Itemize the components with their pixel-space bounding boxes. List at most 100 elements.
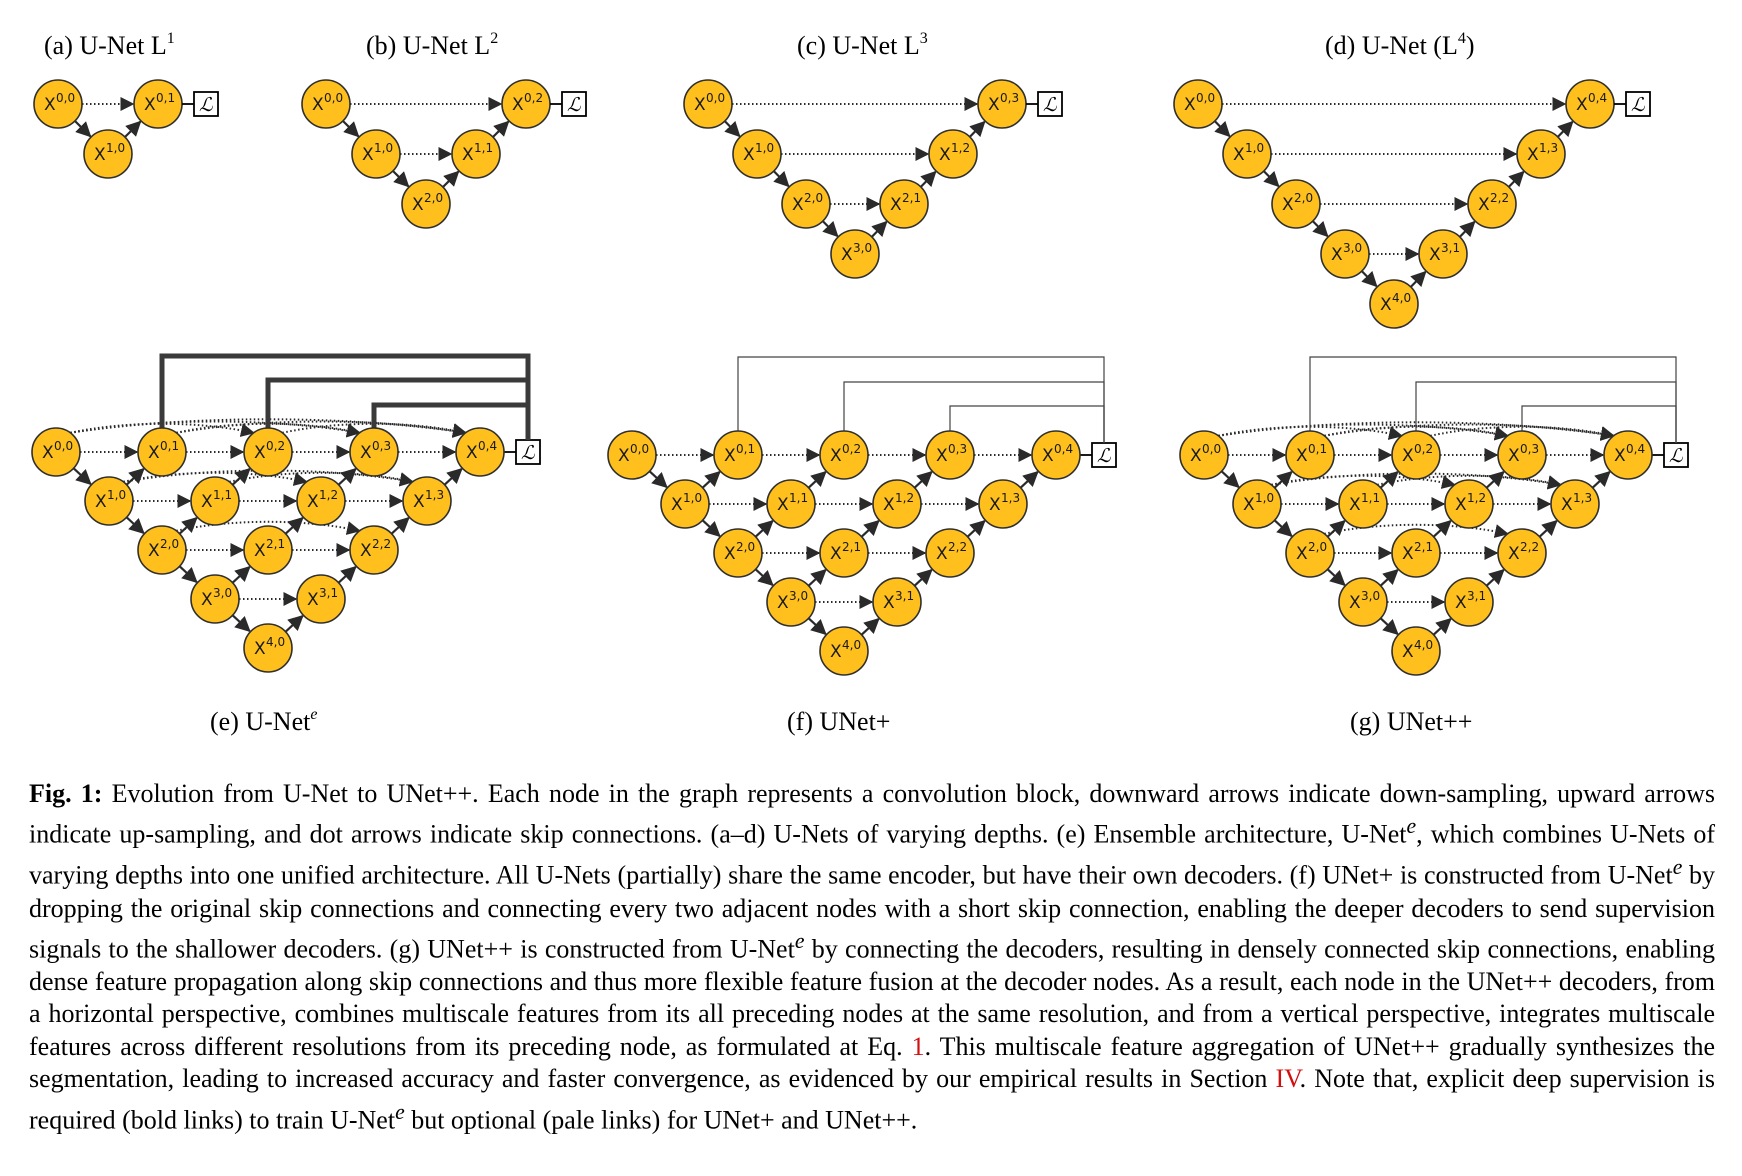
loss-box-g: ℒ bbox=[1663, 442, 1689, 468]
node-x-1-0: X 1,0 bbox=[351, 129, 401, 179]
node-circle bbox=[1285, 430, 1335, 480]
section-ref-link[interactable]: IV bbox=[1275, 1064, 1300, 1094]
node-x-1-0: X 1,0 bbox=[1232, 479, 1282, 529]
caption-text-6: . Note that, explicit deep supervision i… bbox=[29, 1064, 1715, 1135]
node-label: X bbox=[1402, 642, 1414, 662]
node-circle bbox=[879, 179, 929, 229]
long-skip-arrow bbox=[229, 471, 414, 486]
node-x-0-3: X 0,3 bbox=[925, 430, 975, 480]
node-circle bbox=[1550, 479, 1600, 529]
node-circle bbox=[1418, 229, 1468, 279]
loss-symbol: ℒ bbox=[1669, 445, 1684, 467]
loss-box-c: ℒ bbox=[1037, 91, 1063, 117]
up-sampling-arrow bbox=[807, 568, 827, 587]
node-label: X bbox=[1233, 145, 1245, 165]
node-circle bbox=[243, 427, 293, 477]
long-skip-arrow bbox=[70, 420, 361, 438]
up-sampling-arrow bbox=[966, 519, 986, 538]
equation-ref-link[interactable]: 1 bbox=[911, 1031, 925, 1061]
node-superscript: 1,1 bbox=[213, 488, 232, 502]
node-superscript: 3,1 bbox=[1441, 241, 1460, 255]
node-x-2-1: X 2,1 bbox=[1391, 528, 1441, 578]
node-x-0-0: X 0,0 bbox=[1179, 430, 1229, 480]
caption-sup-2: e bbox=[1672, 855, 1683, 880]
node-circle bbox=[819, 528, 869, 578]
node-superscript: 0,4 bbox=[1054, 442, 1073, 456]
node-label: X bbox=[412, 195, 424, 215]
node-label: X bbox=[95, 492, 107, 512]
node-superscript: 3,0 bbox=[853, 241, 872, 255]
node-circle bbox=[1338, 577, 1388, 627]
node-circle bbox=[1179, 430, 1229, 480]
node-x-2-0: X 2,0 bbox=[713, 528, 763, 578]
node-circle bbox=[451, 129, 501, 179]
node-circle bbox=[928, 129, 978, 179]
node-superscript: 0,0 bbox=[56, 91, 75, 105]
node-label: X bbox=[1455, 495, 1467, 515]
node-superscript: 3,0 bbox=[213, 586, 232, 600]
node-circle bbox=[190, 476, 240, 526]
down-sampling-arrow bbox=[1263, 170, 1280, 188]
node-x-2-2: X 2,2 bbox=[925, 528, 975, 578]
node-label: X bbox=[254, 639, 266, 659]
node-superscript: 1,3 bbox=[1573, 491, 1592, 505]
loss-symbol: ℒ bbox=[521, 442, 536, 464]
node-label: X bbox=[743, 145, 755, 165]
node-label: X bbox=[1331, 245, 1343, 265]
down-sampling-arrow bbox=[648, 470, 668, 489]
node-circle bbox=[1497, 430, 1547, 480]
up-sampling-arrow bbox=[701, 470, 721, 489]
node-label: X bbox=[671, 495, 683, 515]
node-label: X bbox=[830, 642, 842, 662]
panel-label-b: (b) U-Net L2 bbox=[366, 30, 498, 60]
node-x-1-0: X 1,0 bbox=[83, 129, 133, 179]
down-sampling-arrow bbox=[1379, 617, 1399, 636]
node-superscript: 0,0 bbox=[54, 439, 73, 453]
node-superscript: 1,0 bbox=[106, 141, 125, 155]
loss-symbol: ℒ bbox=[199, 94, 214, 116]
node-circle bbox=[766, 479, 816, 529]
node-superscript: 0,1 bbox=[156, 91, 175, 105]
node-x-0-0: X 0,0 bbox=[31, 427, 81, 477]
node-superscript: 3,0 bbox=[789, 589, 808, 603]
node-label: X bbox=[1349, 495, 1361, 515]
down-sampling-arrow bbox=[1361, 270, 1378, 288]
node-x-0-1: X 0,1 bbox=[137, 427, 187, 477]
node-label: X bbox=[1349, 593, 1361, 613]
node-circle bbox=[190, 574, 240, 624]
node-x-1-0: X 1,0 bbox=[84, 476, 134, 526]
node-x-2-0: X 2,0 bbox=[137, 525, 187, 575]
node-x-0-1: X 0,1 bbox=[1285, 430, 1335, 480]
panel-label-f: (f) UNet+ bbox=[787, 707, 890, 736]
down-sampling-arrow bbox=[1273, 519, 1293, 538]
node-circle bbox=[713, 430, 763, 480]
node-x-0-2: X 0,2 bbox=[501, 79, 551, 129]
node-superscript: 0,0 bbox=[1202, 442, 1221, 456]
node-circle bbox=[402, 476, 452, 526]
caption-sup-4: e bbox=[395, 1099, 405, 1124]
node-x-2-0: X 2,0 bbox=[781, 179, 831, 229]
node-superscript: 0,3 bbox=[1000, 91, 1019, 105]
node-label: X bbox=[144, 95, 156, 115]
node-circle bbox=[925, 528, 975, 578]
node-superscript: 4,0 bbox=[1392, 291, 1411, 305]
node-x-2-0: X 2,0 bbox=[1285, 528, 1335, 578]
loss-symbol: ℒ bbox=[1043, 94, 1058, 116]
node-superscript: 2,1 bbox=[842, 540, 861, 554]
node-x-1-0: X 1,0 bbox=[1222, 129, 1272, 179]
up-sampling-arrow bbox=[231, 565, 251, 584]
node-superscript: 1,1 bbox=[474, 141, 493, 155]
down-sampling-arrow bbox=[724, 120, 741, 138]
node-circle bbox=[1338, 479, 1388, 529]
node-label: X bbox=[201, 492, 213, 512]
node-label: X bbox=[362, 145, 374, 165]
node-x-0-4: X 0,4 bbox=[1565, 79, 1615, 129]
down-sampling-arrow bbox=[231, 614, 251, 633]
up-sampling-arrow bbox=[1557, 120, 1574, 138]
node-label: X bbox=[254, 443, 266, 463]
node-superscript: 3,1 bbox=[319, 586, 338, 600]
node-superscript: 4,0 bbox=[1414, 638, 1433, 652]
node-x-1-1: X 1,1 bbox=[190, 476, 240, 526]
node-circle bbox=[830, 229, 880, 279]
node-circle bbox=[1271, 179, 1321, 229]
